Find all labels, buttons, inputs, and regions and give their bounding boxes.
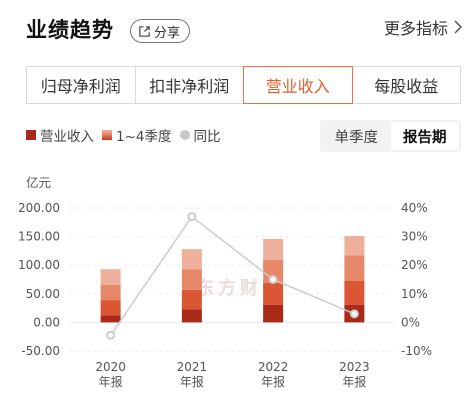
- chart-legend: 营业收入 1~4季度 同比: [26, 125, 229, 145]
- single-quarter-button[interactable]: 单季度: [334, 129, 379, 146]
- page-title: 业绩趋势: [26, 18, 114, 42]
- y-left-tick-label: 0.00: [33, 315, 60, 329]
- header: 业绩趋势 分享 更多指标: [0, 0, 476, 56]
- yoy-point: [187, 212, 197, 222]
- x-tick-label: 年报: [342, 374, 366, 389]
- legend-revenue[interactable]: 营业收入: [26, 125, 94, 145]
- x-tick-label: 2021: [177, 360, 208, 374]
- period-toggle: 单季度 报告期: [320, 120, 461, 152]
- x-tick-label: 年报: [180, 374, 204, 389]
- y-left-tick-label: 200.00: [18, 201, 60, 215]
- legend-yoy-swatch: [179, 130, 190, 140]
- legend-revenue-swatch: [26, 130, 36, 140]
- legend-quarters-label: 1~4季度: [116, 129, 172, 145]
- share-label: 分享: [154, 25, 181, 41]
- revenue-chart: 东方财富 200.00150.00100.0050.000.00-50.0040…: [18, 201, 432, 389]
- yoy-point: [349, 309, 359, 319]
- y-right-tick-label: 10%: [401, 287, 428, 301]
- bar-segment-q2: [100, 300, 121, 316]
- bar-segment-q4: [181, 249, 202, 270]
- legend-yoy-label: 同比: [193, 129, 221, 145]
- bar-segment-q4: [263, 238, 284, 261]
- report-period-button[interactable]: 报告期: [390, 122, 459, 150]
- legend-revenue-label: 营业收入: [40, 129, 94, 145]
- legend-yoy[interactable]: 同比: [179, 125, 221, 145]
- yoy-line: [110, 215, 355, 336]
- metric-tabs: 归母净利润 扣非净利润 营业收入 每股收益: [26, 66, 461, 104]
- legend-quarters-swatch: [102, 130, 112, 140]
- y-left-tick-label: 150.00: [18, 230, 60, 244]
- bar-segment-q2: [181, 289, 202, 310]
- bar-segment-q4: [344, 236, 365, 256]
- y-right-tick-label: 0%: [401, 315, 420, 329]
- x-tick-label: 年报: [99, 374, 123, 389]
- bar-segment-q3: [100, 284, 121, 301]
- yoy-point: [268, 275, 278, 284]
- bar-segment-q2: [263, 282, 284, 305]
- bar-segment-q3: [181, 269, 202, 290]
- tab-revenue[interactable]: 营业收入: [243, 66, 353, 104]
- bar-segment-q1: [181, 309, 202, 323]
- x-tick-label: 2023: [339, 360, 370, 374]
- y-right-tick-label: 40%: [401, 201, 428, 215]
- y-right-tick-label: 20%: [401, 258, 428, 272]
- legend-quarters[interactable]: 1~4季度: [102, 125, 172, 145]
- tab-eps[interactable]: 每股收益: [351, 66, 461, 104]
- x-tick-label: 2020: [95, 360, 126, 374]
- yoy-point: [106, 330, 116, 340]
- tab-deducted-net-profit[interactable]: 扣非净利润: [134, 66, 244, 104]
- tab-net-profit[interactable]: 归母净利润: [26, 66, 136, 104]
- x-tick-label: 年报: [261, 374, 285, 389]
- y-left-tick-label: 50.00: [26, 287, 60, 301]
- bar-segment-q1: [263, 304, 284, 323]
- more-indicators-label: 更多指标: [383, 19, 448, 38]
- bar-segment-q2: [344, 280, 365, 305]
- share-icon: [139, 25, 150, 37]
- y-left-tick-label: 100.00: [18, 258, 60, 272]
- bar-segment-q3: [263, 260, 284, 283]
- share-button[interactable]: 分享: [130, 19, 191, 43]
- y-left-tick-label: -50.00: [21, 344, 60, 358]
- chevron-right-icon: [454, 20, 462, 34]
- x-tick-label: 2022: [258, 360, 289, 374]
- y-axis-unit: 亿元: [26, 175, 52, 190]
- y-right-tick-label: -10%: [401, 344, 432, 358]
- y-right-tick-label: 30%: [401, 230, 428, 244]
- bar-segment-q3: [344, 255, 365, 281]
- more-indicators-link[interactable]: 更多指标: [384, 15, 462, 39]
- bar-segment-q4: [100, 269, 121, 285]
- bar-segment-q1: [100, 315, 121, 323]
